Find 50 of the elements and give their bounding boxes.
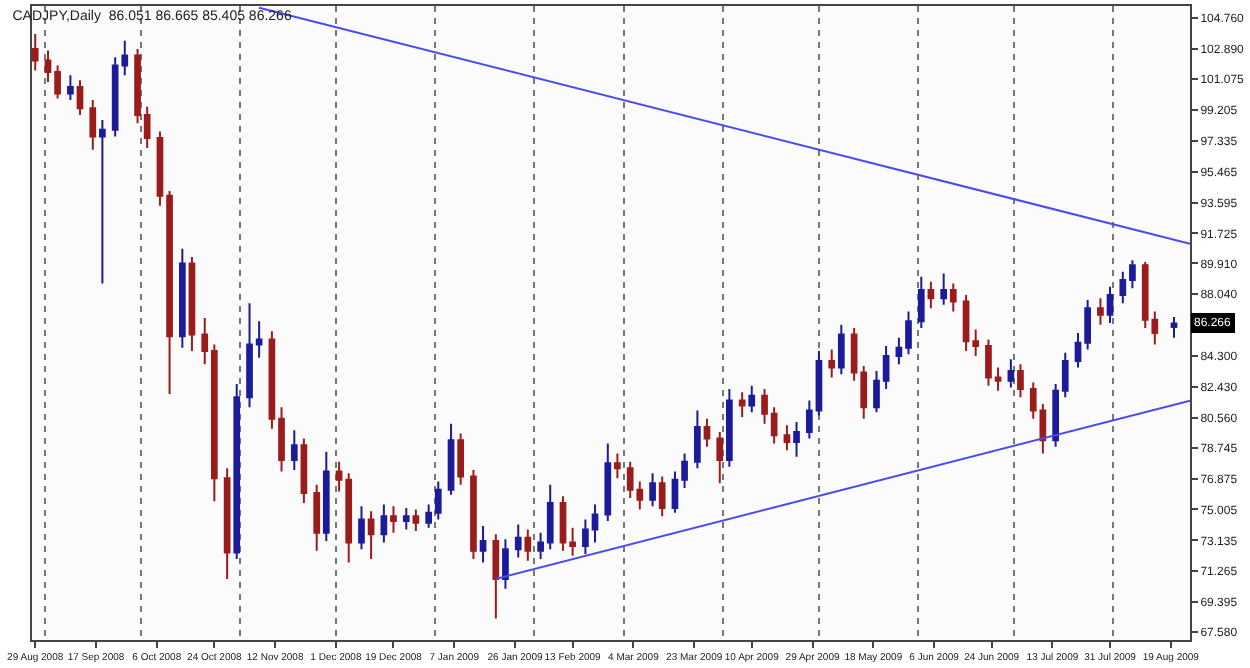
candlestick: [290, 429, 298, 471]
candlestick: [380, 503, 388, 544]
candlestick: [1007, 358, 1015, 389]
candlestick: [457, 432, 464, 486]
candlestick: [828, 348, 836, 379]
candlestick: [949, 282, 957, 313]
candlestick: [479, 525, 487, 564]
candlestick: [367, 510, 375, 561]
candlestick: [223, 467, 231, 580]
candlestick: [390, 505, 397, 534]
candlestick: [793, 421, 800, 458]
candlestick: [917, 275, 925, 329]
candlestick: [614, 452, 621, 480]
candlestick: [940, 272, 948, 306]
candlestick: [658, 475, 666, 518]
candlestick: [1097, 297, 1104, 326]
candlestick: [927, 280, 935, 310]
candlestick: [604, 442, 612, 523]
candlestick: [514, 523, 522, 559]
candlestick: [738, 391, 746, 419]
candlestick: [748, 384, 756, 414]
candlestick: [502, 538, 509, 590]
candlestick: [1106, 285, 1114, 324]
candlestick: [402, 506, 410, 531]
candlestick: [76, 79, 84, 116]
candlestick: [67, 74, 74, 102]
candlestick: [313, 483, 321, 552]
candlestick: [300, 437, 308, 504]
candlestick: [694, 409, 701, 470]
candlestick: [470, 468, 477, 561]
candlestick: [716, 430, 724, 485]
candlestick: [412, 508, 420, 533]
candlestick: [233, 383, 241, 561]
candlestick: [726, 388, 733, 468]
candlestick: [783, 424, 791, 452]
candlestick: [188, 255, 196, 353]
candlestick: [703, 417, 711, 448]
candlestick: [1170, 315, 1178, 339]
candlestick: [99, 118, 106, 285]
candlestick: [447, 422, 455, 496]
candlestick: [837, 323, 845, 376]
candlestick: [1017, 363, 1024, 399]
candlestick: [649, 472, 656, 508]
candlestick: [358, 505, 365, 551]
candlestick: [492, 533, 500, 620]
candlestick: [89, 99, 97, 151]
candlestick: [32, 33, 39, 72]
candlestick: [322, 450, 330, 542]
candlestick: [524, 528, 532, 562]
candlestick: [179, 247, 186, 349]
